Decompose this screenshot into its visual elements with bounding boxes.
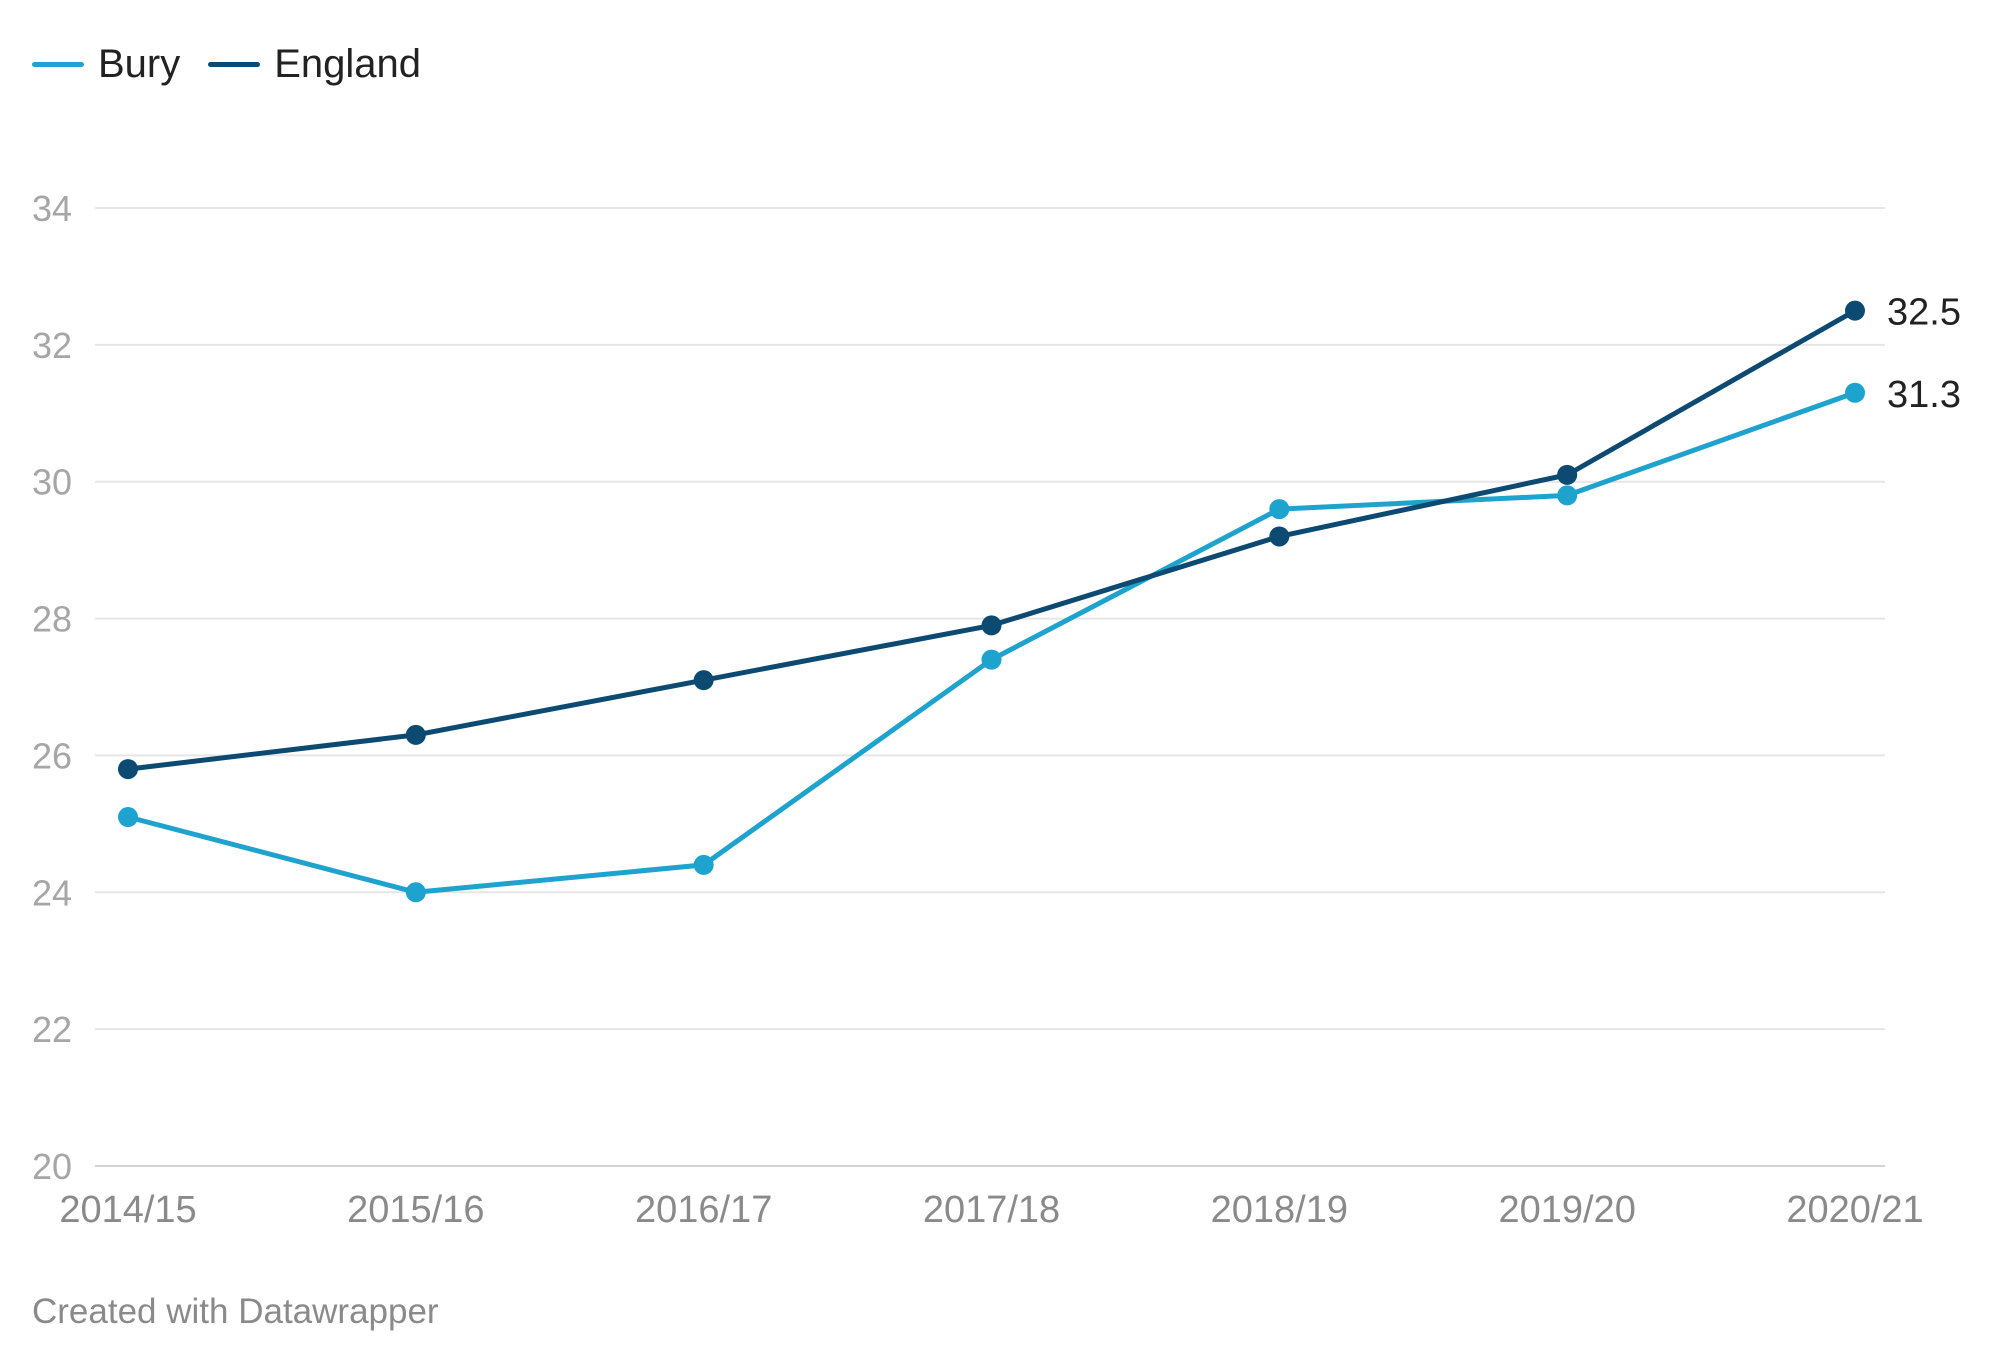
data-point-england bbox=[1557, 464, 1578, 485]
y-tick-label: 30 bbox=[32, 462, 72, 503]
data-point-bury bbox=[981, 649, 1002, 670]
data-point-bury bbox=[405, 882, 426, 903]
legend-item-bury: Bury bbox=[32, 42, 180, 87]
x-tick-label: 2017/18 bbox=[923, 1189, 1060, 1231]
y-tick-label: 24 bbox=[32, 872, 72, 913]
legend-swatch-bury bbox=[32, 62, 84, 67]
data-point-bury bbox=[1557, 485, 1578, 506]
legend-item-england: England bbox=[208, 42, 421, 87]
end-label-england: 32.5 bbox=[1887, 292, 1961, 334]
x-tick-label: 2015/16 bbox=[347, 1189, 484, 1231]
data-point-bury bbox=[1269, 499, 1290, 520]
footer-credit: Created with Datawrapper bbox=[32, 1292, 439, 1331]
legend-label-bury: Bury bbox=[98, 42, 181, 86]
y-tick-label: 20 bbox=[32, 1146, 72, 1187]
data-point-bury bbox=[693, 854, 714, 875]
x-tick-label: 2019/20 bbox=[1498, 1189, 1635, 1231]
legend-swatch-england bbox=[208, 62, 261, 67]
data-point-england bbox=[693, 670, 714, 691]
series-line-bury bbox=[125, 390, 1858, 895]
y-tick-label: 32 bbox=[32, 325, 72, 366]
data-point-england bbox=[1845, 300, 1865, 321]
x-tick-label: 2018/19 bbox=[1211, 1189, 1348, 1231]
y-tick-label: 22 bbox=[32, 1009, 72, 1050]
data-point-england bbox=[981, 615, 1002, 636]
legend: Bury England bbox=[32, 42, 421, 87]
data-point-bury bbox=[1845, 382, 1865, 403]
legend-label-england: England bbox=[274, 42, 422, 86]
end-label-bury: 31.3 bbox=[1887, 374, 1961, 416]
y-tick-label: 28 bbox=[32, 599, 72, 640]
x-tick-label: 2014/15 bbox=[59, 1189, 196, 1231]
x-tick-label: 2016/17 bbox=[635, 1189, 772, 1231]
x-tick-label: 2020/21 bbox=[1786, 1189, 1923, 1231]
data-point-england bbox=[1269, 526, 1290, 547]
series-line-england bbox=[125, 308, 1858, 772]
y-tick-label: 26 bbox=[32, 735, 72, 776]
data-point-bury bbox=[118, 807, 138, 828]
data-point-england bbox=[118, 759, 138, 780]
data-point-england bbox=[405, 724, 426, 745]
y-tick-label: 34 bbox=[32, 188, 72, 229]
